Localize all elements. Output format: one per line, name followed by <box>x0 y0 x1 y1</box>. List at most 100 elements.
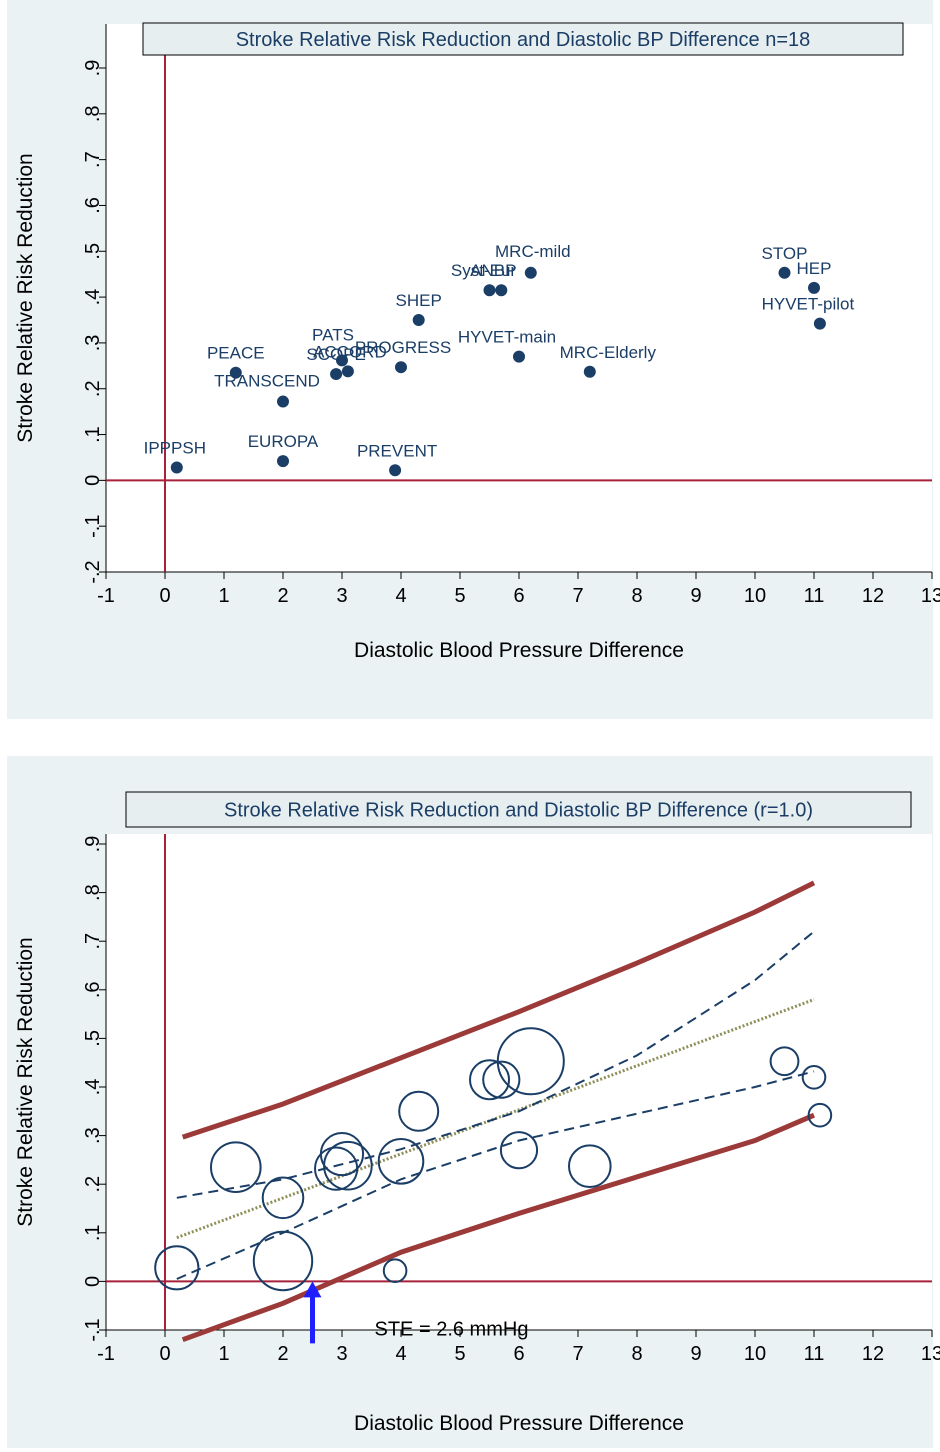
y-tick-label: .6 <box>82 981 104 998</box>
bottom-bubble-chart: -1 0 1 2 3 4 5 6 7 8 9 10 11 12 13-.10.1.2.3.4.5.6.7.8… <box>14 791 940 1435</box>
data-point <box>277 455 289 468</box>
x-tick-label: 7 <box>572 585 583 607</box>
x-tick-label: 4 <box>395 585 406 607</box>
data-bubble <box>319 1131 365 1177</box>
data-point-label: SCOPE <box>306 345 366 364</box>
data-point <box>412 314 425 326</box>
data-point <box>395 361 407 374</box>
data-bubble <box>154 1245 200 1291</box>
x-tick-label: 8 <box>631 1343 642 1365</box>
ste-annotation: STE = 2.6 mmHg <box>375 1318 529 1340</box>
x-tick-label: 6 <box>513 585 524 607</box>
bottom-chart-panel: -1 0 1 2 3 4 5 6 7 8 9 10 11 12 13 -.1 0.1.2.3.4.5.6.7.8… <box>7 756 940 1448</box>
data-bubble <box>323 1140 373 1191</box>
x-tick-label: 2 <box>277 585 288 607</box>
data-point <box>778 266 791 279</box>
y-tick-label: .1 <box>82 1224 104 1241</box>
y-tick-label: .7 <box>82 151 104 168</box>
y-tick-label: .2 <box>82 1176 104 1193</box>
y-tick-label: .4 <box>82 1079 104 1096</box>
data-point-label: MRC-mild <box>495 242 571 261</box>
data-point-label: Syst-Eur <box>451 261 517 280</box>
data-bubble <box>482 1060 521 1099</box>
y-tick-label: .1 <box>82 426 104 443</box>
data-bubble <box>807 1102 833 1128</box>
x-tick-label: -1 <box>97 585 115 607</box>
x-tick-label: 11 <box>804 1343 825 1365</box>
x-tick-label: 5 <box>454 1343 465 1365</box>
x-tick-label: 13 <box>921 1343 940 1365</box>
data-point <box>513 350 525 363</box>
data-point <box>229 366 242 379</box>
data-point-label: ACCORD <box>313 342 387 361</box>
y-tick-label: .2 <box>82 380 104 397</box>
top-scatter-chart: -1 0 1 2 3 4 5 6 7 8 9 10 11 12 13-.2-.10.1.2.3.4.5.6.… <box>14 22 940 662</box>
data-point <box>277 395 289 408</box>
data-bubble <box>382 1258 408 1284</box>
chart-title: Stroke Relative Risk Reduction and Diast… <box>224 800 813 822</box>
data-bubble <box>568 1144 612 1189</box>
data-point <box>483 284 496 297</box>
x-axis-title: Diastolic Blood Pressure Difference <box>354 1412 684 1435</box>
x-tick-label: 7 <box>572 1343 583 1365</box>
data-bubble <box>499 1131 539 1170</box>
y-tick-label: .5 <box>82 1030 104 1047</box>
data-point-label: IPPPSH <box>144 439 206 458</box>
data-point <box>808 281 820 294</box>
data-point <box>389 464 402 477</box>
x-tick-label: 12 <box>862 1343 884 1365</box>
y-tick-label: -.1 <box>82 1318 104 1341</box>
data-point-label: PROGRESS <box>355 338 451 357</box>
data-point-label: HYVET-main <box>458 328 556 347</box>
data-point-label: MRC-Elderly <box>560 343 657 362</box>
data-point <box>341 365 354 378</box>
data-bubble <box>769 1046 800 1077</box>
x-tick-label: 13 <box>921 585 940 607</box>
x-tick-label: 11 <box>804 585 825 607</box>
data-point <box>583 365 596 378</box>
data-bubble <box>469 1059 510 1101</box>
x-tick-label: 9 <box>690 585 701 607</box>
x-axis-title: Diastolic Blood Pressure Difference <box>354 639 684 662</box>
prediction-band-upper <box>181 880 816 1140</box>
x-tick-label: 4 <box>395 1343 406 1365</box>
y-axis-title: Stroke Relative Risk Reduction <box>14 937 37 1226</box>
confidence-band-lower <box>176 1070 815 1280</box>
y-tick-label: .3 <box>82 335 104 352</box>
data-point-label: PATS <box>312 325 354 344</box>
data-point-label: PREVENT <box>357 441 437 460</box>
y-tick-label: -.1 <box>82 515 104 538</box>
data-bubble <box>801 1064 827 1090</box>
y-tick-label: .5 <box>82 243 104 260</box>
y-tick-label: .7 <box>82 933 104 950</box>
y-tick-label: .9 <box>82 836 104 853</box>
x-tick-label: 3 <box>336 585 347 607</box>
y-tick-label: 0 <box>82 1276 104 1287</box>
data-bubble <box>252 1230 314 1292</box>
title-box <box>142 22 904 56</box>
data-bubble <box>496 1027 565 1096</box>
y-tick-label: .9 <box>82 60 104 77</box>
x-tick-label: 9 <box>690 1343 701 1365</box>
x-tick-label: 6 <box>513 1343 524 1365</box>
data-point-label: PEACE <box>207 344 265 363</box>
top-chart-panel: -1 0 1 2 3 4 5 6 7 8 9 10 11 12 13 -.2 -.1 0.1.2.3.4.5.6.… <box>7 0 940 719</box>
prediction-band-lower <box>181 1112 815 1343</box>
x-tick-label: 2 <box>277 1343 288 1365</box>
x-tick-label: -1 <box>97 1343 115 1365</box>
chart-title: Stroke Relative Risk Reduction and Diast… <box>236 29 811 51</box>
x-tick-label: 10 <box>744 1343 766 1365</box>
ste-arrow-head <box>303 1281 322 1298</box>
data-point-label: ANBP <box>470 261 516 280</box>
x-tick-label: 1 <box>218 1343 229 1365</box>
data-bubble <box>377 1138 425 1185</box>
y-tick-label: .8 <box>82 884 104 901</box>
data-point <box>495 284 508 297</box>
y-tick-label: .3 <box>82 1127 104 1144</box>
data-point <box>336 354 348 367</box>
y-axis-title: Stroke Relative Risk Reduction <box>14 153 37 442</box>
y-tick-label: -.2 <box>82 560 104 583</box>
data-point <box>524 266 537 279</box>
x-tick-label: 10 <box>744 585 766 607</box>
data-point-label: SHEP <box>396 291 442 310</box>
